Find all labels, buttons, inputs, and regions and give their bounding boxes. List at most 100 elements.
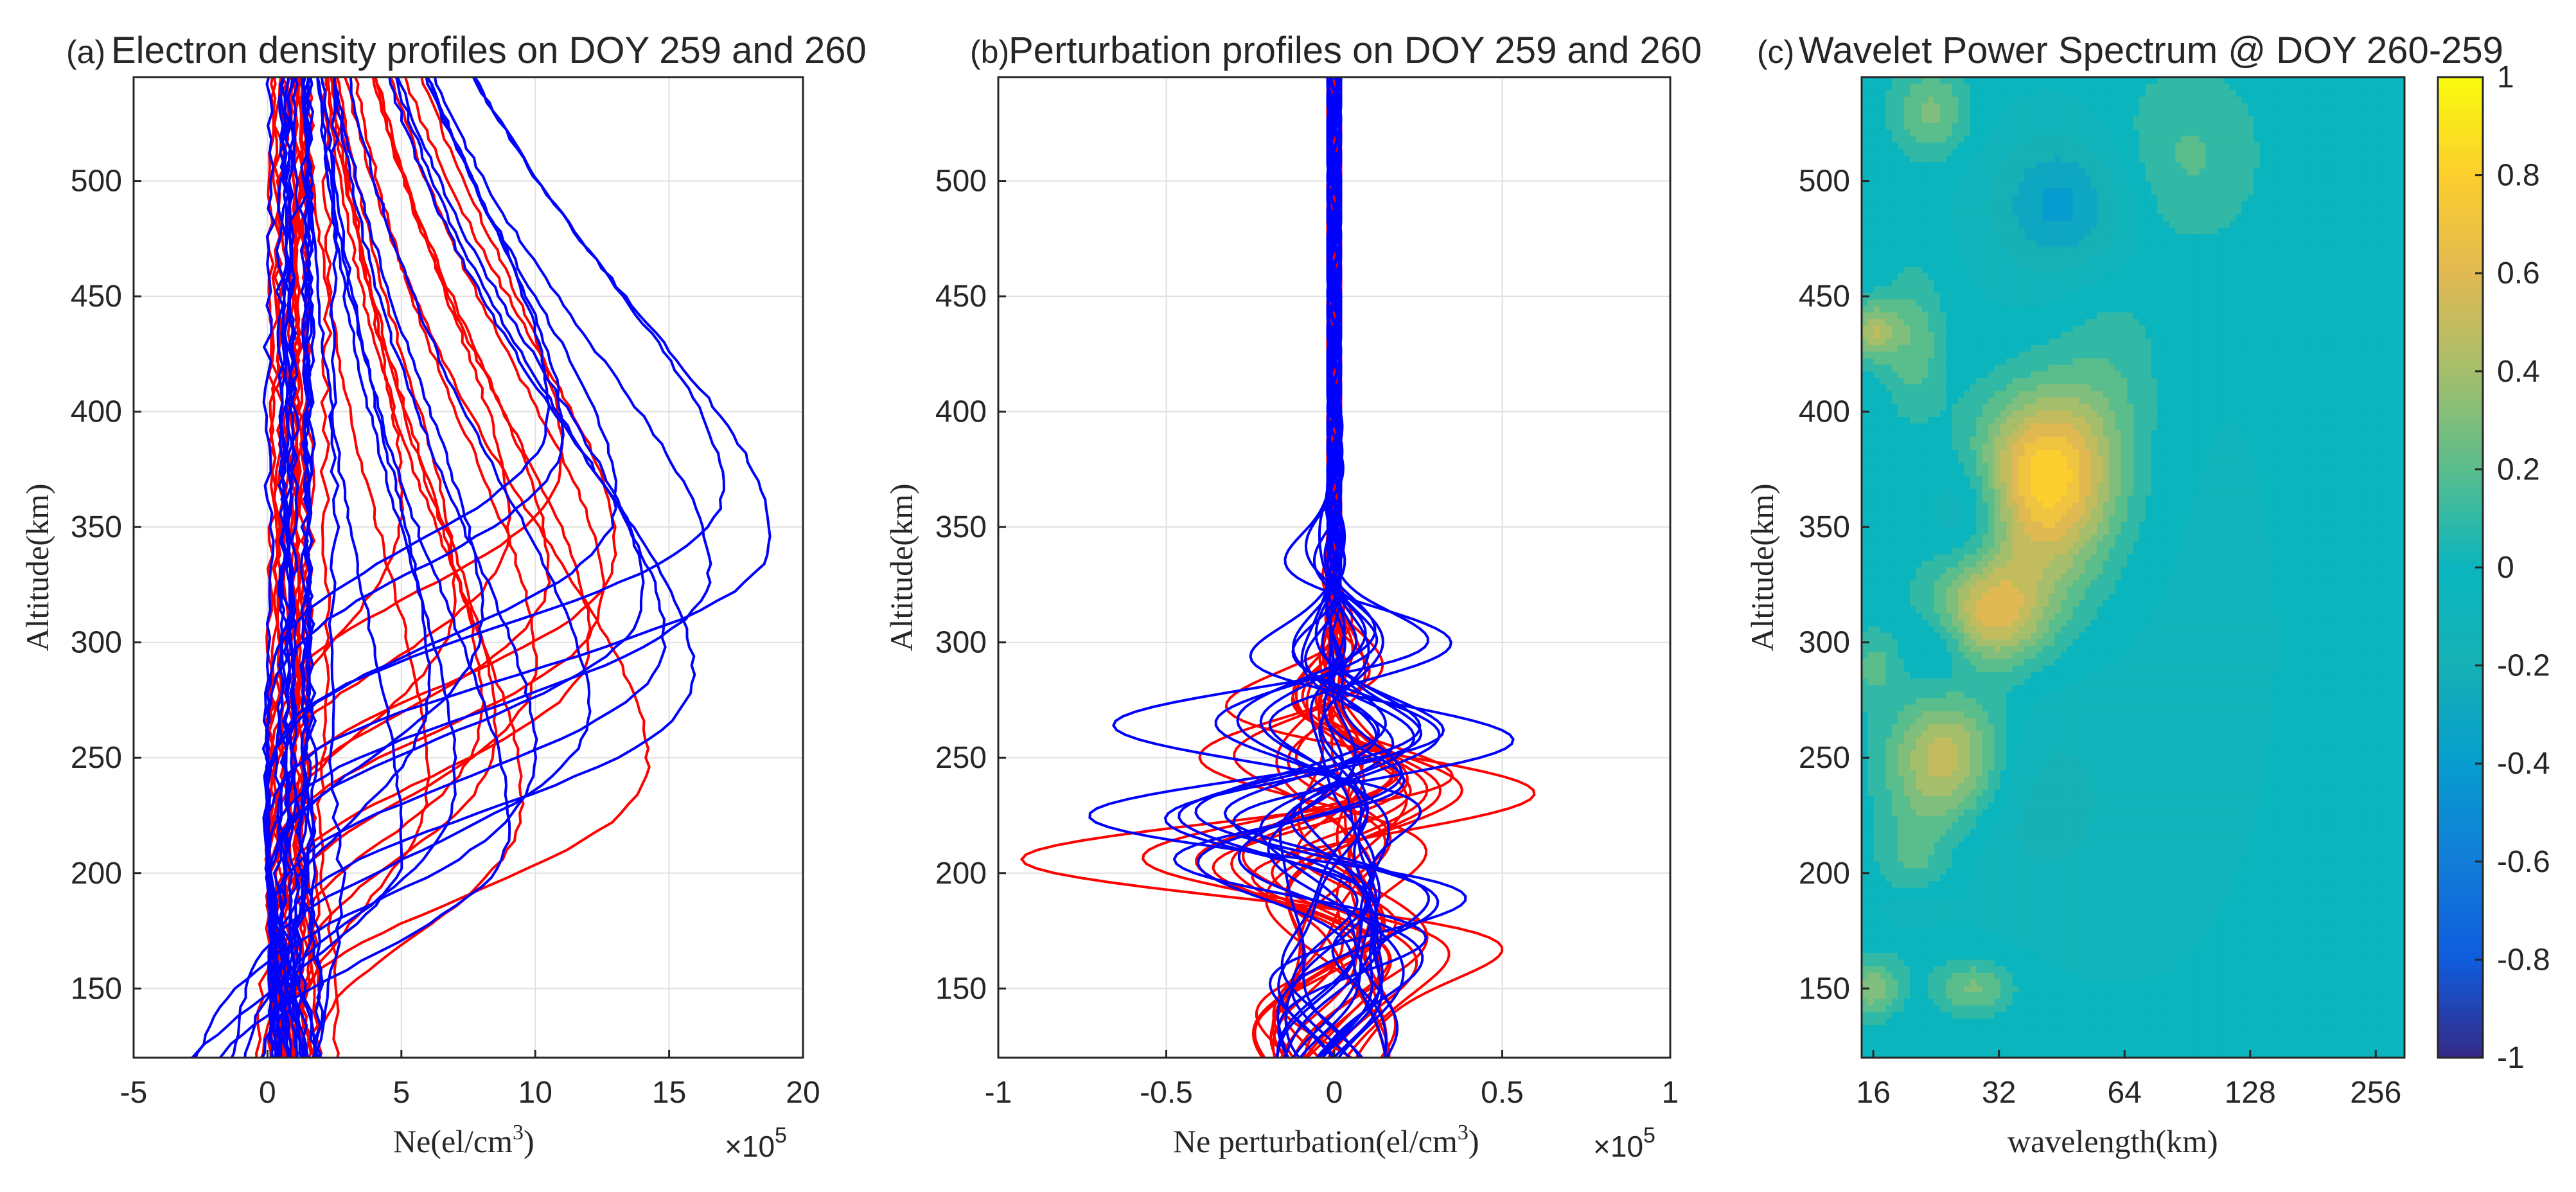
c-heat-cell <box>1891 972 1899 980</box>
c-heat-cell <box>1916 737 1923 745</box>
a-xtick-label: 10 <box>518 1076 552 1110</box>
c-heat-cell <box>1921 488 1929 496</box>
c-heat-cell <box>1903 1011 1910 1019</box>
c-heat-cell <box>1940 77 1947 84</box>
c-heat-cell <box>1910 835 1917 843</box>
c-heat-cell <box>1867 678 1875 686</box>
c-heat-cell <box>1921 567 1929 574</box>
c-heat-cell <box>1934 979 1941 986</box>
c-heat-cell <box>1885 933 1892 941</box>
c-heat-cell <box>1988 966 1995 974</box>
c-heat-cell <box>2042 358 2049 366</box>
c-heat-cell <box>1988 404 1995 411</box>
c-heat-cell <box>1952 90 1959 98</box>
c-heat-cell <box>1988 84 1995 91</box>
c-heat-cell <box>1910 704 1917 712</box>
c-heat-cell <box>1994 770 2001 778</box>
c-heat-cell <box>2024 195 2031 202</box>
c-heat-cell <box>1946 404 1953 411</box>
c-heat-cell <box>2042 672 2049 679</box>
panel-b-xticks: -1 -0.5 0 0.5 1 <box>985 1050 1679 1110</box>
a-xtick-label: 20 <box>786 1076 820 1110</box>
c-heat-cell <box>1898 560 1905 568</box>
c-heat-cell <box>1903 554 1910 562</box>
c-heat-cell <box>2000 201 2007 209</box>
c-heat-cell <box>2006 423 2013 431</box>
c-heat-cell <box>2006 273 2013 281</box>
c-heat-cell <box>2012 763 2019 771</box>
c-heat-cell <box>1982 1031 1989 1039</box>
c-heat-cell <box>1880 842 1887 850</box>
c-heat-cell <box>1916 613 1923 621</box>
c-heat-cell <box>1988 587 1995 594</box>
c-heat-cell <box>1988 156 1995 163</box>
c-heat-cell <box>1964 195 1971 202</box>
c-heat-cell <box>1880 737 1887 745</box>
c-heat-cell <box>1988 939 1995 947</box>
c-heat-cell <box>1994 574 2001 582</box>
c-heat-cell <box>1982 789 1989 797</box>
c-heat-cell <box>2024 737 2031 745</box>
c-heat-cell <box>1921 939 1929 947</box>
c-heat-cell <box>1862 861 1869 869</box>
c-heat-cell <box>1862 535 1869 542</box>
c-heat-cell <box>1903 789 1910 797</box>
c-heat-cell <box>1873 273 1880 281</box>
c-heat-cell <box>1982 698 1989 706</box>
c-heat-cell <box>2006 580 2013 588</box>
c-heat-cell <box>1982 528 1989 535</box>
c-heat-cell <box>2006 456 2013 464</box>
c-heat-cell <box>1921 312 1929 320</box>
c-heat-cell <box>2042 384 2049 392</box>
c-heat-cell <box>2049 822 2056 830</box>
c-heat-cell <box>1994 554 2001 562</box>
c-heat-cell <box>2006 718 2013 725</box>
c-heat-cell <box>1862 1051 1869 1058</box>
c-heat-cell <box>1940 188 1947 195</box>
c-heat-cell <box>1910 979 1917 986</box>
c-heat-cell <box>1940 449 1947 457</box>
c-heat-cell <box>1891 116 1899 123</box>
c-heat-cell <box>2006 607 2013 614</box>
c-heat-cell <box>2000 685 2007 693</box>
c-heat-cell <box>1952 168 1959 176</box>
c-heat-cell <box>1940 731 1947 738</box>
c-heat-cell <box>2000 116 2007 123</box>
c-heat-cell <box>1921 391 1929 398</box>
c-heat-cell <box>1946 541 1953 549</box>
c-heat-cell <box>1910 600 1917 607</box>
c-heat-cell <box>1903 528 1910 535</box>
c-heat-cell <box>2000 129 2007 137</box>
c-heat-cell <box>2036 763 2043 771</box>
c-heat-cell <box>2042 1044 2049 1052</box>
c-heat-cell <box>1970 142 1977 150</box>
c-heat-cell <box>2012 711 2019 718</box>
panel-a-title: Electron density profiles on DOY 259 and… <box>111 30 867 71</box>
c-heat-cell <box>1994 535 2001 542</box>
c-heat-cell <box>1988 698 1995 706</box>
c-heat-cell <box>1970 992 1977 1000</box>
c-heat-cell <box>2000 417 2007 424</box>
c-heat-cell <box>2006 292 2013 300</box>
c-heat-cell <box>1910 848 1917 856</box>
c-heat-cell <box>1940 1005 1947 1013</box>
c-heat-cell <box>2006 803 2013 810</box>
c-heat-cell <box>1940 600 1947 607</box>
panel-b-tag: (b) <box>970 34 1009 70</box>
c-heat-cell <box>2036 1038 2043 1045</box>
c-heat-cell <box>2018 214 2025 222</box>
c-heat-cell <box>1988 619 1995 627</box>
c-heat-cell <box>2024 796 2031 804</box>
c-heat-cell <box>1903 842 1910 850</box>
c-heat-cell <box>1867 136 1875 143</box>
c-heat-cell <box>2036 136 2043 143</box>
c-heat-cell <box>1891 286 1899 294</box>
c-heat-cell <box>1928 822 1935 830</box>
c-heat-cell <box>1982 338 1989 346</box>
c-heat-cell <box>2018 1025 2025 1033</box>
c-heat-cell <box>1988 1038 1995 1045</box>
c-heat-cell <box>1916 757 1923 764</box>
c-heat-cell <box>1964 488 1971 496</box>
c-heat-cell <box>1952 502 1959 510</box>
c-heat-cell <box>1880 443 1887 450</box>
